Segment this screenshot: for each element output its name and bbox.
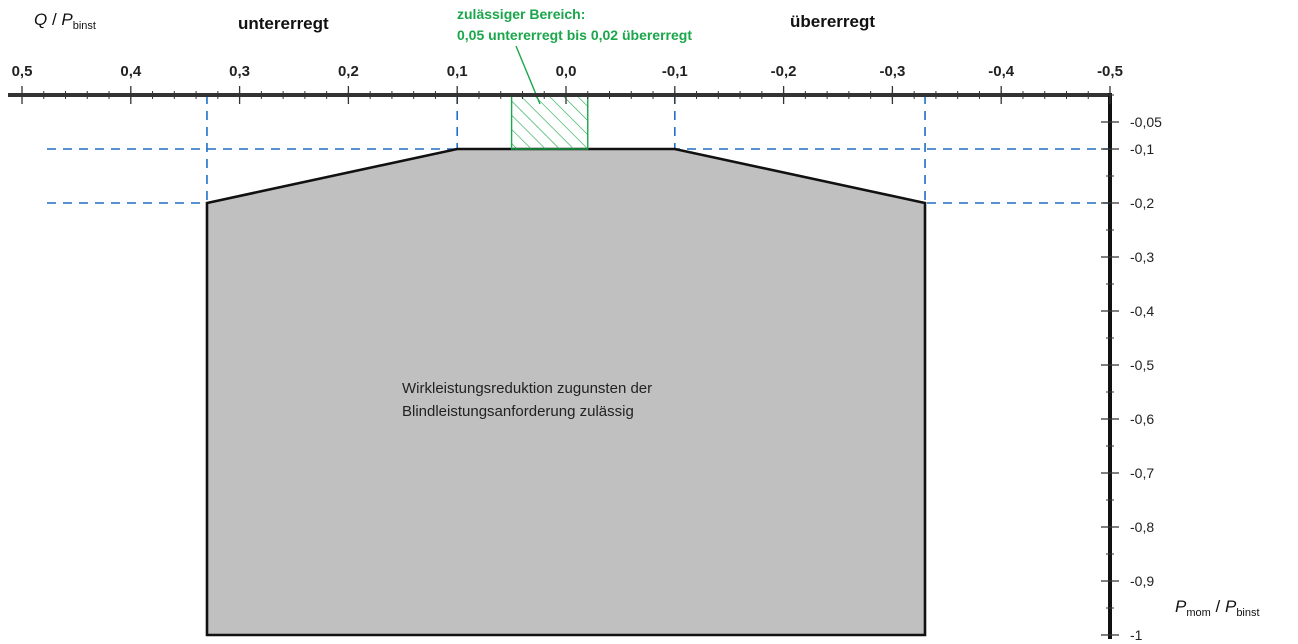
permitted-region [205,147,927,637]
x-tick-label: -0,5 [1097,63,1123,80]
y-axis-title-sub1: mom [1186,607,1210,619]
allowed-zone [510,94,589,150]
x-axis-title-var: P [61,10,73,29]
x-axis-title: Q / Pbinst [34,10,96,32]
region-label-line1: Wirkleistungsreduktion zugunsten der [402,380,652,397]
header-untererregt: untererregt [238,14,329,33]
y-axis-title-var1: P [1175,597,1187,616]
x-tick-label: -0,2 [771,63,797,80]
y-tick-label: -1 [1130,627,1143,643]
y-tick-label: -0,8 [1130,519,1154,535]
y-tick-label: -0,3 [1130,249,1154,265]
y-tick-label: -0,2 [1130,195,1154,211]
x-tick-label: 0,0 [556,63,577,80]
x-axis-title-main: Q [34,10,47,29]
y-axis-title-sub2: binst [1236,607,1259,619]
x-tick-label: 0,5 [12,63,33,80]
x-axis-title-sub: binst [73,20,96,32]
allowed-zone-group [510,45,589,150]
y-tick-label: -0,9 [1130,573,1154,589]
y-axis-title-var2: P [1225,597,1237,616]
y-tick-label: -0,1 [1130,141,1154,157]
x-tick-label: 0,4 [120,63,142,80]
axes-group: 0,5 0,4 0,3 0,2 0,1 0,0 -0,1 -0,2 -0,3 -0,4 -0,5 -0… [8,63,1162,643]
x-tick-label: -0,3 [879,63,905,80]
x-axis-title-slash: / [47,10,61,29]
y-tick-label: -0,4 [1130,303,1154,319]
y-tick-label: -0,05 [1130,114,1162,130]
x-tick-label: -0,4 [988,63,1015,80]
x-tick-label: 0,1 [447,63,468,80]
x-tick-label: -0,1 [662,63,688,80]
labels-group: Q / Pbinst untererregt übererregt zuläss… [34,6,1260,619]
y-tick-label: -0,5 [1130,357,1154,373]
region-group [205,147,927,637]
y-tick-label: -0,6 [1130,411,1154,427]
y-tick-label: -0,7 [1130,465,1154,481]
x-tick-label: 0,2 [338,63,359,80]
allowed-zone-subtitle: 0,05 untererregt bis 0,02 übererregt [457,27,692,43]
y-axis-title-slash: / [1211,597,1225,616]
region-label-line2: Blindleistungsanforderung zulässig [402,403,634,420]
header-uebererregt: übererregt [790,12,875,31]
allowed-zone-title: zulässiger Bereich: [457,6,585,22]
y-axis-title: Pmom / Pbinst [1175,597,1260,619]
x-tick-label: 0,3 [229,63,250,80]
